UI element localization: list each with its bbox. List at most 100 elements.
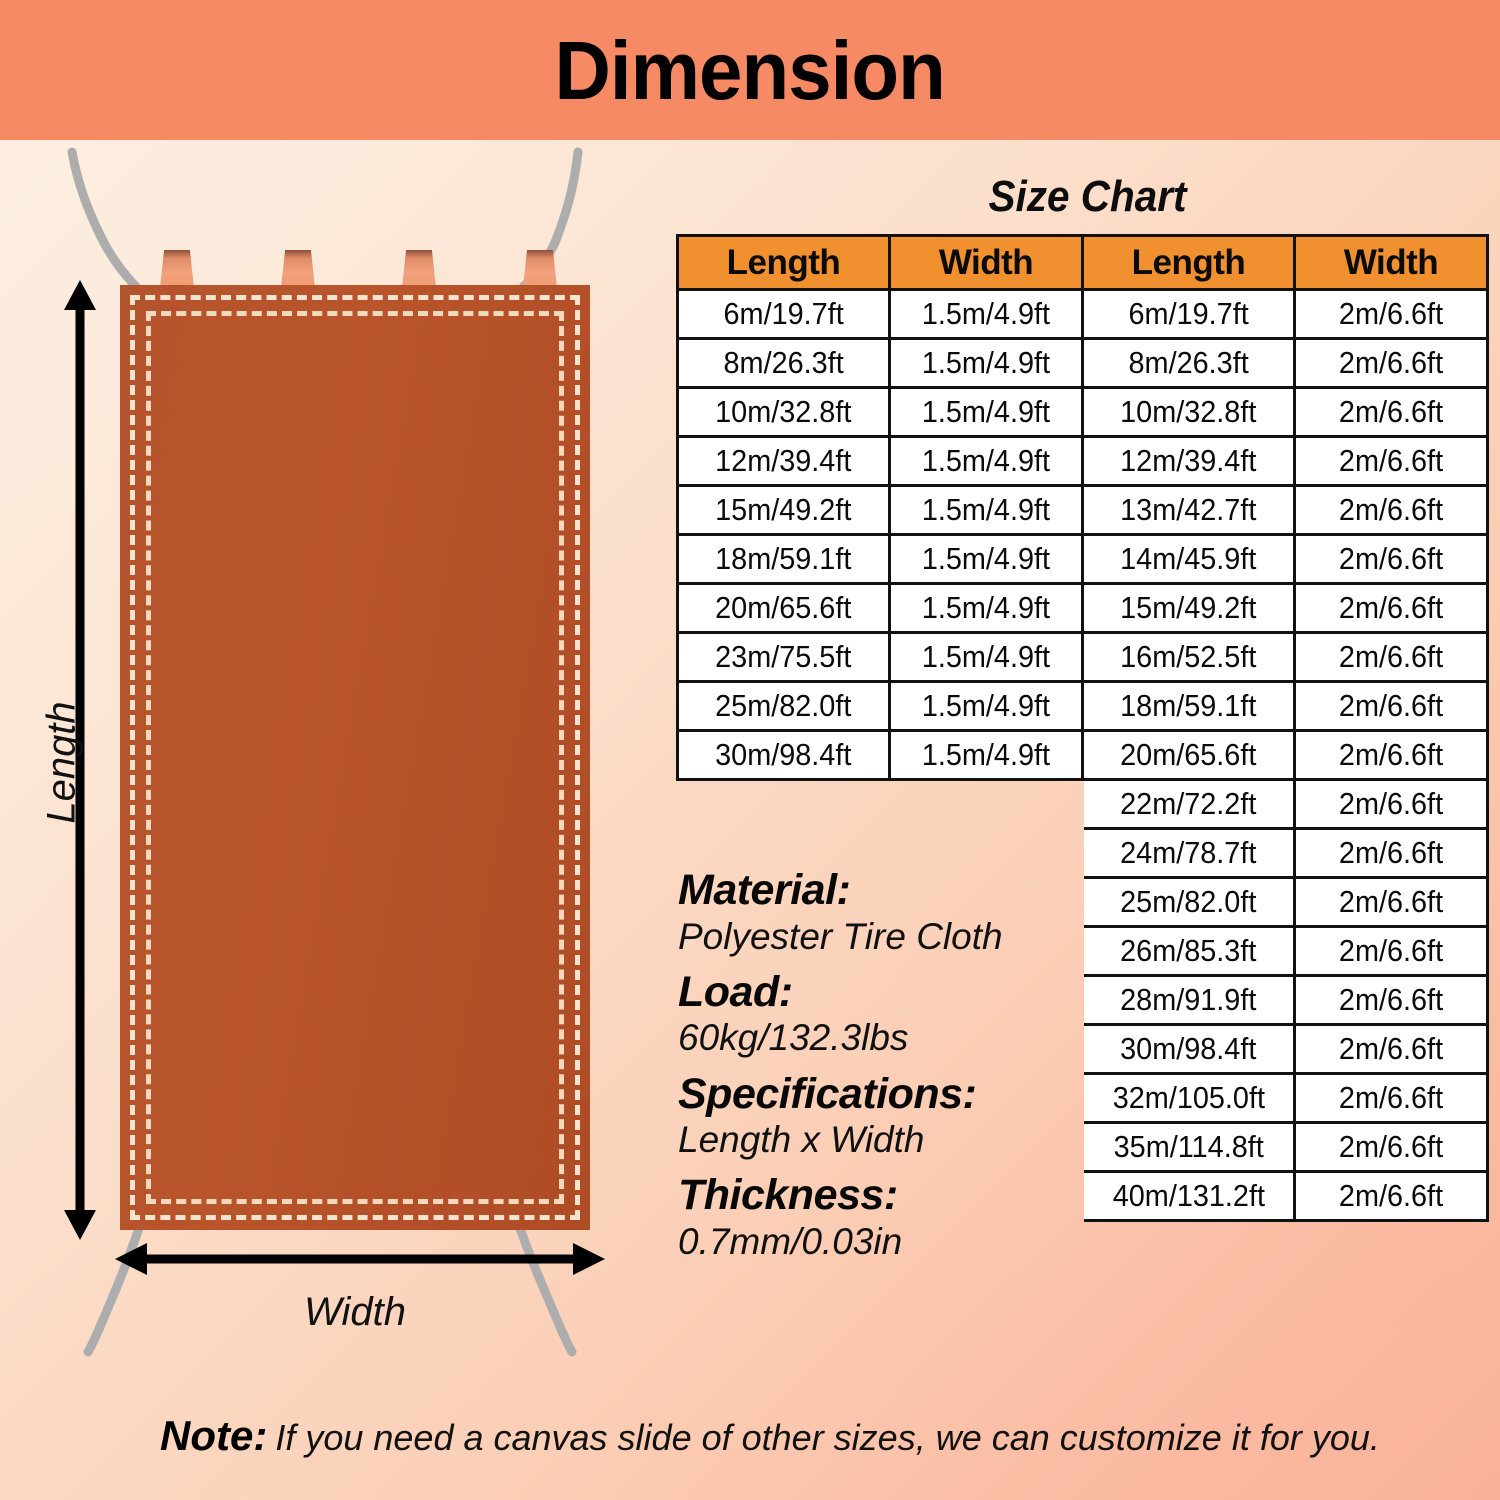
note-text: If you need a canvas slide of other size…	[275, 1417, 1380, 1458]
table-cell-text: 2m/6.6ft	[1338, 492, 1444, 527]
table-cell: 1.5m/4.9ft	[888, 631, 1084, 683]
table-cell: 2m/6.6ft	[1293, 435, 1489, 487]
table-cell-text: 10m/32.8ft	[715, 394, 852, 429]
table-cell: 22m/72.2ft	[1081, 778, 1296, 830]
table-cell: 1.5m/4.9ft	[888, 729, 1084, 781]
table-cell: 2m/6.6ft	[1293, 876, 1489, 928]
table-cell-text: 25m/82.0ft	[715, 688, 852, 723]
table-cell-text: 1.5m/4.9ft	[921, 541, 1051, 576]
table-cell-text: 25m/82.0ft	[1120, 884, 1257, 919]
table-cell: 1.5m/4.9ft	[888, 582, 1084, 634]
table-row: 25m/82.0ft 2m/6.6ft	[678, 876, 1489, 928]
table-cell-text: 12m/39.4ft	[715, 443, 852, 478]
table-row: 6m/19.7ft 1.5m/4.9ft 6m/19.7ft 2m/6.6ft	[676, 288, 1489, 340]
table-cell-text: 8m/26.3ft	[1128, 345, 1249, 380]
column-header-length-1: Length	[676, 234, 891, 291]
table-cell-text: 2m/6.6ft	[1338, 345, 1444, 380]
width-label: Width	[304, 1290, 406, 1334]
table-cell-text: 1.5m/4.9ft	[921, 639, 1051, 674]
table-cell-text: 2m/6.6ft	[1338, 884, 1444, 919]
table-cell: 2m/6.6ft	[1293, 337, 1489, 389]
product-illustration: Length Width	[0, 140, 660, 1370]
table-cell-text: 2m/6.6ft	[1338, 590, 1444, 625]
table-cell: 2m/6.6ft	[1293, 827, 1489, 879]
spec-value: Polyester Tire Cloth	[678, 915, 1003, 957]
table-row: 30m/98.4ft 2m/6.6ft	[678, 1023, 1489, 1075]
table-cell-text: 2m/6.6ft	[1338, 1178, 1444, 1213]
table-cell-text: 1.5m/4.9ft	[921, 590, 1051, 625]
table-cell: 12m/39.4ft	[676, 435, 891, 487]
table-cell-empty	[678, 780, 890, 829]
table-cell: 2m/6.6ft	[1293, 1170, 1489, 1222]
table-cell: 40m/131.2ft	[1081, 1170, 1296, 1222]
table-cell-text: 2m/6.6ft	[1338, 786, 1444, 821]
table-row: 24m/78.7ft 2m/6.6ft	[678, 827, 1489, 879]
tarp-body	[120, 285, 590, 1230]
table-row: 12m/39.4ft 1.5m/4.9ft 12m/39.4ft 2m/6.6ft	[676, 435, 1489, 487]
table-cell: 2m/6.6ft	[1293, 582, 1489, 634]
table-cell: 1.5m/4.9ft	[888, 435, 1084, 487]
table-cell: 1.5m/4.9ft	[888, 386, 1084, 438]
table-row: 32m/105.0ft 2m/6.6ft	[678, 1072, 1489, 1124]
table-cell: 8m/26.3ft	[1081, 337, 1296, 389]
table-cell: 10m/32.8ft	[1081, 386, 1296, 438]
title-banner: Dimension	[0, 0, 1500, 140]
table-cell-text: 15m/49.2ft	[715, 492, 852, 527]
table-cell-text: 30m/98.4ft	[1120, 1031, 1257, 1066]
table-cell-text: 1.5m/4.9ft	[921, 394, 1051, 429]
table-cell-text: 2m/6.6ft	[1338, 1080, 1444, 1115]
table-cell: 2m/6.6ft	[1293, 288, 1489, 340]
table-row: 8m/26.3ft 1.5m/4.9ft 8m/26.3ft 2m/6.6ft	[676, 337, 1489, 389]
table-cell-text: 26m/85.3ft	[1120, 933, 1257, 968]
table-row: 10m/32.8ft 1.5m/4.9ft 10m/32.8ft 2m/6.6ft	[676, 386, 1489, 438]
table-cell: 18m/59.1ft	[1081, 680, 1296, 732]
spec-label: Thickness:	[678, 1171, 898, 1220]
table-cell-text: 2m/6.6ft	[1338, 443, 1444, 478]
table-cell-text: 2m/6.6ft	[1338, 688, 1444, 723]
spec-value: 60kg/132.3lbs	[678, 1017, 909, 1059]
spec-value: Length x Width	[678, 1119, 925, 1161]
table-cell-text: 1.5m/4.9ft	[921, 688, 1051, 723]
table-cell: 14m/45.9ft	[1081, 533, 1296, 585]
table-cell: 2m/6.6ft	[1293, 484, 1489, 536]
table-cell-text: 20m/65.6ft	[715, 590, 852, 625]
table-cell-text: 15m/49.2ft	[1120, 590, 1257, 625]
table-cell-text: 2m/6.6ft	[1338, 541, 1444, 576]
table-cell-text: 2m/6.6ft	[1338, 835, 1444, 870]
specifications-block: Material: Polyester Tire Cloth Load: 60kg/1…	[678, 867, 1068, 1275]
table-cell-text: 8m/26.3ft	[723, 345, 844, 380]
table-cell-text: 30m/98.4ft	[715, 737, 852, 772]
table-cell: 1.5m/4.9ft	[888, 288, 1084, 340]
table-cell: 12m/39.4ft	[1081, 435, 1296, 487]
table-header-row: Length Width Length Width	[676, 234, 1489, 291]
length-label: Length	[39, 701, 84, 824]
table-cell: 2m/6.6ft	[1293, 1121, 1489, 1173]
table-row: 35m/114.8ft 2m/6.6ft	[678, 1121, 1489, 1173]
table-cell: 28m/91.9ft	[1081, 974, 1296, 1026]
table-cell-text: 32m/105.0ft	[1112, 1080, 1265, 1115]
table-cell-text: 6m/19.7ft	[723, 296, 844, 331]
table-cell-text: 28m/91.9ft	[1120, 982, 1257, 1017]
table-row: 20m/65.6ft 1.5m/4.9ft 15m/49.2ft 2m/6.6ft	[676, 582, 1489, 634]
table-cell: 2m/6.6ft	[1293, 533, 1489, 585]
table-row: 25m/82.0ft 1.5m/4.9ft 18m/59.1ft 2m/6.6ft	[676, 680, 1489, 732]
table-cell: 15m/49.2ft	[676, 484, 891, 536]
table-cell: 35m/114.8ft	[1081, 1121, 1296, 1173]
table-cell-text: 1.5m/4.9ft	[921, 443, 1051, 478]
spec-label: Load:	[678, 967, 793, 1016]
table-cell: 32m/105.0ft	[1081, 1072, 1296, 1124]
table-cell-text: 22m/72.2ft	[1120, 786, 1257, 821]
table-cell-text: 18m/59.1ft	[715, 541, 852, 576]
length-dimension-arrow	[64, 280, 96, 1240]
table-row: 18m/59.1ft 1.5m/4.9ft 14m/45.9ft 2m/6.6ft	[676, 533, 1489, 585]
column-header-length-2: Length	[1081, 234, 1296, 291]
table-cell: 15m/49.2ft	[1081, 582, 1296, 634]
table-cell-text: 13m/42.7ft	[1120, 492, 1257, 527]
table-cell-text: 35m/114.8ft	[1113, 1129, 1264, 1164]
note-line: Note: If you need a canvas slide of other…	[160, 1412, 1400, 1460]
table-row: 40m/131.2ft 2m/6.6ft	[678, 1170, 1489, 1222]
table-cell: 2m/6.6ft	[1293, 631, 1489, 683]
table-cell: 2m/6.6ft	[1293, 1072, 1489, 1124]
table-cell-text: 2m/6.6ft	[1338, 296, 1444, 331]
